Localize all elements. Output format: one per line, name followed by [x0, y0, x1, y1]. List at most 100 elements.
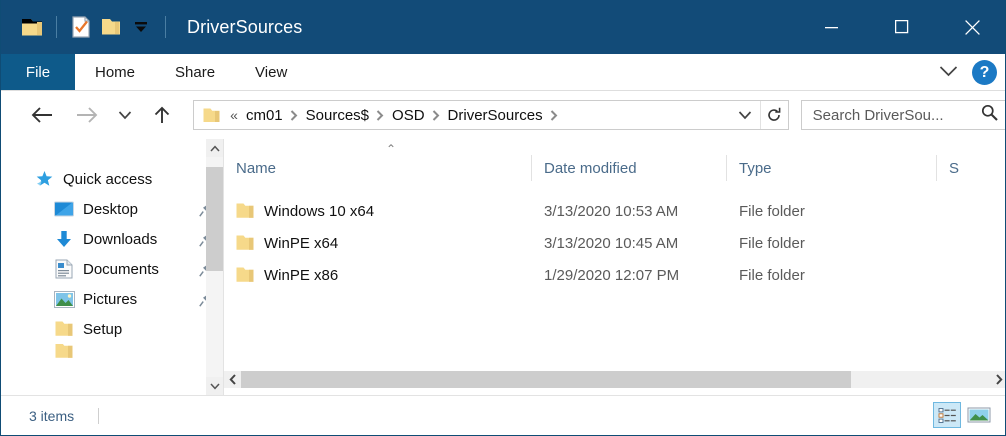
- status-divider: [98, 408, 100, 424]
- column-headers: Name Date modified Type S: [224, 151, 1005, 185]
- customize-dropdown-icon[interactable]: [126, 11, 156, 43]
- sidebar-item-quick-access[interactable]: Quick access: [1, 164, 223, 194]
- folder-icon[interactable]: [17, 11, 47, 43]
- file-name-cell: Windows 10 x64: [224, 203, 532, 220]
- table-row[interactable]: WinPE x86 1/29/2020 12:07 PM File folder: [224, 259, 1005, 291]
- help-icon[interactable]: ?: [972, 60, 997, 85]
- file-date-cell: 3/13/2020 10:45 AM: [544, 234, 679, 252]
- sidebar-label: Quick access: [63, 170, 153, 188]
- folder-icon: [236, 267, 254, 283]
- breadcrumb-overflow[interactable]: «: [230, 107, 238, 123]
- desktop-icon: [53, 199, 75, 219]
- close-button[interactable]: [937, 0, 1005, 54]
- breadcrumb[interactable]: « cm01 Sources$ OSD DriverSources: [193, 100, 789, 130]
- tab-share[interactable]: Share: [175, 64, 216, 81]
- properties-icon[interactable]: [66, 11, 96, 43]
- maximize-button[interactable]: [867, 0, 937, 54]
- sidebar-label: Setup: [83, 320, 123, 338]
- sidebar-item-pictures[interactable]: Pictures: [1, 284, 223, 314]
- folder-icon: [53, 344, 75, 358]
- table-row[interactable]: Windows 10 x64 3/13/2020 10:53 AM File f…: [224, 195, 1005, 227]
- search-input[interactable]: Search DriverSou...: [800, 100, 1005, 130]
- file-name-cell: WinPE x86: [224, 267, 532, 284]
- scrollbar-thumb[interactable]: [206, 167, 223, 271]
- recent-locations-icon[interactable]: [112, 98, 138, 132]
- sidebar-item-partial[interactable]: [1, 344, 223, 358]
- up-button[interactable]: [146, 98, 180, 132]
- tab-home[interactable]: Home: [95, 64, 136, 81]
- ribbon-tabs: File Home Share View ?: [1, 54, 1005, 91]
- star-icon: [33, 169, 55, 189]
- refresh-icon[interactable]: [759, 101, 788, 129]
- file-list-pane: ⌃ Name Date modified Type S: [224, 139, 1005, 395]
- folder-icon: [53, 319, 75, 339]
- new-folder-icon[interactable]: [96, 11, 126, 43]
- ribbon-right-controls: ?: [939, 54, 997, 91]
- file-type-cell: File folder: [739, 234, 805, 252]
- breadcrumb-dropdown-icon[interactable]: [732, 101, 758, 129]
- column-header-date-modified[interactable]: Date modified: [532, 155, 727, 181]
- content-area: Quick access Desktop: [1, 139, 1005, 395]
- window-controls: [797, 0, 1005, 54]
- tab-file[interactable]: File: [1, 54, 75, 91]
- scroll-right-icon[interactable]: [990, 371, 1005, 388]
- file-date-cell: 1/29/2020 12:07 PM: [544, 266, 680, 284]
- search-icon[interactable]: [981, 104, 998, 126]
- chevron-right-icon[interactable]: [374, 109, 387, 121]
- minimize-button[interactable]: [797, 0, 867, 54]
- column-header-name[interactable]: Name: [224, 155, 532, 181]
- file-type-cell: File folder: [739, 266, 805, 284]
- horizontal-scrollbar[interactable]: [224, 371, 1005, 388]
- file-name-text: WinPE x86: [264, 266, 339, 284]
- file-date-cell: 3/13/2020 10:53 AM: [544, 202, 679, 220]
- back-button[interactable]: [25, 98, 59, 132]
- breadcrumb-driversources[interactable]: DriverSources: [447, 106, 543, 124]
- file-name-text: WinPE x64: [264, 234, 339, 252]
- breadcrumb-osd[interactable]: OSD: [392, 106, 425, 124]
- sidebar-label: Documents: [83, 260, 159, 278]
- title-divider: [165, 16, 166, 38]
- scroll-left-icon[interactable]: [224, 371, 241, 388]
- view-mode-buttons: [933, 402, 993, 428]
- pane-splitter[interactable]: [223, 139, 224, 395]
- table-row[interactable]: WinPE x64 3/13/2020 10:45 AM File folder: [224, 227, 1005, 259]
- folder-icon: [236, 203, 254, 219]
- address-bar: « cm01 Sources$ OSD DriverSources: [1, 91, 1005, 139]
- breadcrumb-folder-icon: [194, 108, 227, 123]
- forward-button[interactable]: [71, 98, 105, 132]
- sidebar-item-documents[interactable]: Documents: [1, 254, 223, 284]
- file-type-cell: File folder: [739, 202, 805, 220]
- large-icons-view-icon[interactable]: [965, 402, 993, 428]
- quick-access-toolbar: DriverSources: [1, 11, 302, 43]
- sidebar-item-desktop[interactable]: Desktop: [1, 194, 223, 224]
- sidebar-label: Pictures: [83, 290, 138, 308]
- chevron-right-icon[interactable]: [548, 109, 561, 121]
- scrollbar-track[interactable]: [241, 371, 990, 388]
- scrollbar-thumb[interactable]: [241, 371, 851, 388]
- column-header-type[interactable]: Type: [727, 155, 937, 181]
- file-name-text: Windows 10 x64: [264, 202, 375, 220]
- tab-view[interactable]: View: [255, 64, 288, 81]
- sidebar-scrollbar[interactable]: [206, 139, 223, 395]
- status-bar: 3 items: [1, 395, 1005, 435]
- chevron-right-icon[interactable]: [288, 109, 301, 121]
- expand-ribbon-icon[interactable]: [939, 64, 958, 82]
- window-title: DriverSources: [187, 16, 303, 37]
- column-header-size[interactable]: S: [949, 159, 960, 177]
- breadcrumb-cm01[interactable]: cm01: [245, 106, 283, 124]
- scroll-down-icon[interactable]: [206, 377, 223, 395]
- documents-icon: [53, 259, 75, 279]
- scroll-up-icon[interactable]: [206, 139, 223, 157]
- sidebar-label: Downloads: [83, 230, 158, 248]
- details-view-icon[interactable]: [933, 402, 961, 428]
- ribbon-divider: [1, 90, 1005, 91]
- sort-ascending-icon: ⌃: [386, 142, 397, 156]
- chevron-right-icon[interactable]: [430, 109, 443, 121]
- search-placeholder: Search DriverSou...: [812, 106, 944, 124]
- breadcrumb-sources[interactable]: Sources$: [305, 106, 370, 124]
- navigation-list: Quick access Desktop: [1, 139, 223, 358]
- item-count-label: 3 items: [29, 408, 75, 424]
- sidebar-item-downloads[interactable]: Downloads: [1, 224, 223, 254]
- sidebar-item-setup[interactable]: Setup: [1, 314, 223, 344]
